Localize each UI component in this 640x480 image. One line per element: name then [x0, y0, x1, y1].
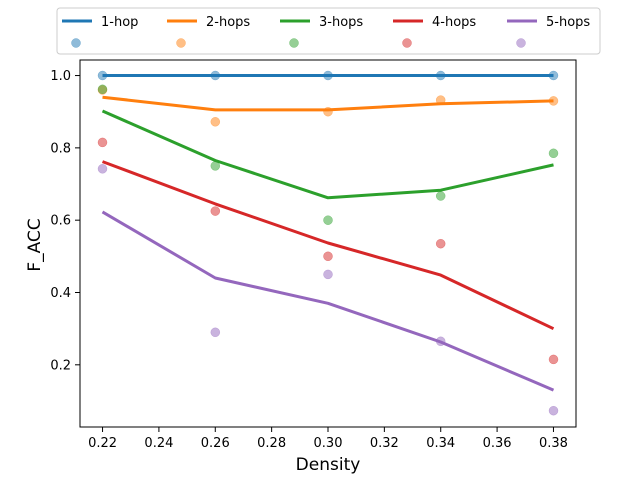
data-point	[548, 354, 559, 365]
x-tick-label: 0.32	[370, 436, 399, 451]
legend-marker-1	[71, 38, 81, 48]
legend-label-4: 4-hops	[432, 15, 476, 30]
legend-marker-2	[176, 38, 186, 48]
data-point	[548, 96, 559, 106]
data-point	[210, 70, 221, 81]
y-tick-label: 0.8	[50, 141, 71, 156]
x-tick-label: 0.30	[314, 436, 343, 451]
legend-label-2: 2-hops	[206, 15, 250, 30]
data-point	[435, 70, 446, 81]
legend: 1-hop 2-hops 3-hops 4-hops 5-hops	[56, 7, 601, 55]
y-tick-label: 0.2	[50, 358, 71, 373]
x-tick-label: 0.36	[483, 436, 512, 451]
legend-marker-3	[289, 38, 299, 48]
data-point	[323, 215, 333, 225]
legend-label-3: 3-hops	[319, 15, 363, 30]
y-tick-label: 0.6	[50, 214, 71, 229]
data-point	[97, 84, 108, 95]
x-axis-title: Density	[296, 455, 361, 475]
x-tick-label: 0.22	[88, 436, 117, 451]
y-tick-label: 1.0	[50, 69, 71, 84]
data-point	[210, 206, 221, 216]
data-point	[210, 117, 221, 127]
data-point	[97, 137, 108, 148]
data-point	[548, 70, 559, 81]
series-line-4	[101, 160, 555, 331]
data-point	[435, 191, 446, 201]
data-point	[435, 336, 446, 347]
y-tick-label: 0.4	[50, 286, 71, 301]
y-axis-title: F_ACC	[25, 218, 45, 271]
y-axis-ticks: 0.2 0.4 0.6 0.8 1.0	[50, 69, 80, 373]
x-tick-label: 0.38	[539, 436, 568, 451]
data-point	[323, 269, 333, 280]
data-point	[97, 164, 108, 174]
legend-marker-4	[402, 38, 412, 48]
x-tick-label: 0.24	[144, 436, 173, 451]
data-point	[323, 70, 333, 81]
series-line-3	[101, 109, 554, 200]
data-point	[97, 70, 108, 81]
data-point	[548, 405, 559, 416]
data-point	[435, 238, 446, 249]
data-point	[323, 106, 333, 117]
legend-marker-5	[516, 38, 526, 48]
legend-label-5: 5-hops	[546, 15, 590, 30]
data-point	[210, 327, 221, 338]
data-point	[210, 161, 221, 171]
legend-label-1: 1-hop	[101, 15, 138, 30]
x-tick-label: 0.28	[257, 436, 286, 451]
data-point	[548, 148, 559, 159]
series-line-5	[101, 210, 555, 392]
data-point	[435, 95, 446, 105]
x-tick-label: 0.26	[201, 436, 230, 451]
x-tick-label: 0.34	[426, 436, 455, 451]
data-point	[323, 251, 333, 262]
x-axis-ticks: 0.22 0.24 0.26 0.28 0.30 0.32 0.34 0.36 0.38	[88, 427, 568, 451]
